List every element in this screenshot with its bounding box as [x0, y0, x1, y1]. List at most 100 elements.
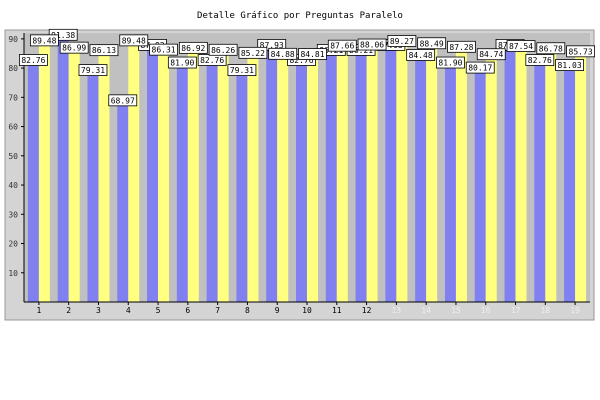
- x-tick-label-1: 1: [36, 306, 41, 315]
- y-tick-label-60: 60: [8, 123, 18, 132]
- data-label-box: [18, 54, 48, 66]
- data-label-text: 79.31: [230, 66, 254, 75]
- bar-s1-12: [355, 49, 367, 302]
- bar-s1-19: [564, 65, 576, 303]
- data-label-s2-7: 86.26: [208, 43, 238, 56]
- data-label-box: [387, 35, 417, 47]
- bar-s1-6: [176, 62, 188, 302]
- data-label-s2-8: 85.22: [238, 46, 268, 59]
- data-label-box: [536, 42, 566, 55]
- data-label-text: 88.06: [360, 41, 384, 50]
- x-tick-label-17: 17: [511, 306, 521, 315]
- bar-s1-10: [296, 60, 307, 303]
- data-label-box: [227, 64, 257, 77]
- bar-s1-1: [27, 60, 39, 303]
- bar-s2-6: [187, 47, 199, 302]
- data-label-box: [298, 48, 327, 60]
- data-label-text: 79.31: [81, 66, 105, 75]
- data-label-text: 89.27: [390, 37, 414, 46]
- data-label-s2-11: 87.66: [327, 39, 357, 52]
- data-label-s2-13: 89.27: [387, 35, 417, 47]
- data-label-box: [89, 44, 119, 57]
- data-label-text: 81.03: [558, 61, 582, 70]
- data-label-s2-9: 84.88: [268, 47, 298, 60]
- data-label-text: 86.13: [92, 46, 116, 55]
- data-label-s2-15: 87.28: [447, 40, 476, 53]
- data-label-s2-18: 86.78: [536, 42, 566, 55]
- x-tick-label-18: 18: [540, 306, 550, 315]
- data-label-box: [525, 54, 555, 66]
- data-label-box: [417, 37, 447, 50]
- data-label-box: [78, 64, 108, 77]
- data-label-s2-14: 88.49: [417, 37, 447, 50]
- data-label-box: [238, 46, 268, 59]
- bar-s1-9: [266, 44, 278, 302]
- data-label-text: 80.17: [468, 64, 492, 73]
- bar-s1-11: [325, 49, 337, 302]
- y-tick-label-10: 10: [8, 269, 18, 278]
- data-label-s1-1: 82.76: [18, 54, 48, 66]
- data-label-box: [59, 41, 89, 54]
- y-tick-label-70: 70: [8, 93, 18, 102]
- data-label-box: [357, 38, 387, 51]
- data-label-s2-2: 86.99: [59, 41, 89, 54]
- data-label-box: [167, 56, 197, 69]
- data-label-s2-3: 86.13: [89, 44, 119, 57]
- data-label-s1-8: 79.31: [227, 64, 257, 77]
- bar-s1-18: [534, 60, 546, 303]
- data-label-box: [436, 56, 465, 69]
- bar-s2-7: [217, 49, 229, 302]
- x-tick-label-3: 3: [96, 306, 101, 315]
- data-label-box: [327, 39, 357, 52]
- data-label-text: 81.90: [170, 59, 194, 68]
- y-tick-label-80: 80: [8, 64, 18, 73]
- x-tick-label-16: 16: [481, 306, 491, 315]
- data-label-s2-1: 89.48: [29, 34, 59, 47]
- data-label-box: [406, 49, 436, 61]
- data-label-s2-10: 84.81: [298, 48, 327, 60]
- x-tick-label-19: 19: [570, 306, 580, 315]
- data-label-text: 89.48: [122, 36, 146, 45]
- data-label-text: 85.73: [569, 47, 593, 56]
- bar-s2-14: [426, 43, 438, 302]
- bar-s1-16: [474, 67, 486, 302]
- x-tick-label-10: 10: [302, 306, 312, 315]
- bar-s1-8: [236, 70, 248, 302]
- bar-s2-9: [277, 53, 289, 302]
- bar-s2-18: [545, 48, 557, 303]
- data-label-s2-6: 86.92: [178, 41, 208, 54]
- data-label-s2-4: 89.48: [119, 34, 149, 47]
- data-label-text: 82.76: [200, 56, 224, 65]
- data-label-s2-19: 85.73: [566, 45, 596, 58]
- data-label-text: 86.99: [62, 44, 86, 53]
- data-label-s1-19: 81.03: [555, 59, 585, 71]
- x-tick-label-9: 9: [275, 306, 280, 315]
- bar-s2-11: [336, 45, 348, 302]
- y-tick-label-30: 30: [8, 210, 18, 219]
- data-label-text: 86.92: [181, 44, 205, 53]
- data-label-s1-16: 80.17: [465, 61, 495, 74]
- data-labels-group: 82.76 91.38 79.31 68.97 87.93 81.90 82.76 79.31…: [18, 28, 596, 107]
- bars-group: [27, 34, 587, 303]
- data-label-s2-12: 88.06: [357, 38, 387, 51]
- x-tick-label-5: 5: [156, 306, 161, 315]
- data-label-s2-16: 84.74: [476, 48, 506, 61]
- bar-s2-13: [396, 40, 408, 303]
- bar-s2-15: [455, 46, 467, 302]
- x-tick-label-8: 8: [245, 306, 250, 315]
- bar-s2-19: [575, 51, 587, 303]
- data-label-box: [555, 59, 585, 71]
- data-label-text: 84.74: [479, 50, 503, 59]
- data-label-text: 87.54: [509, 42, 533, 51]
- data-label-text: 85.22: [241, 49, 265, 58]
- data-label-text: 68.97: [111, 96, 135, 105]
- bar-s2-10: [307, 54, 318, 302]
- bar-s2-5: [158, 49, 170, 302]
- bar-s2-4: [128, 40, 140, 303]
- x-tick-label-6: 6: [185, 306, 190, 315]
- data-label-box: [447, 40, 476, 53]
- data-label-box: [119, 34, 149, 47]
- data-label-s1-4: 68.97: [108, 94, 138, 107]
